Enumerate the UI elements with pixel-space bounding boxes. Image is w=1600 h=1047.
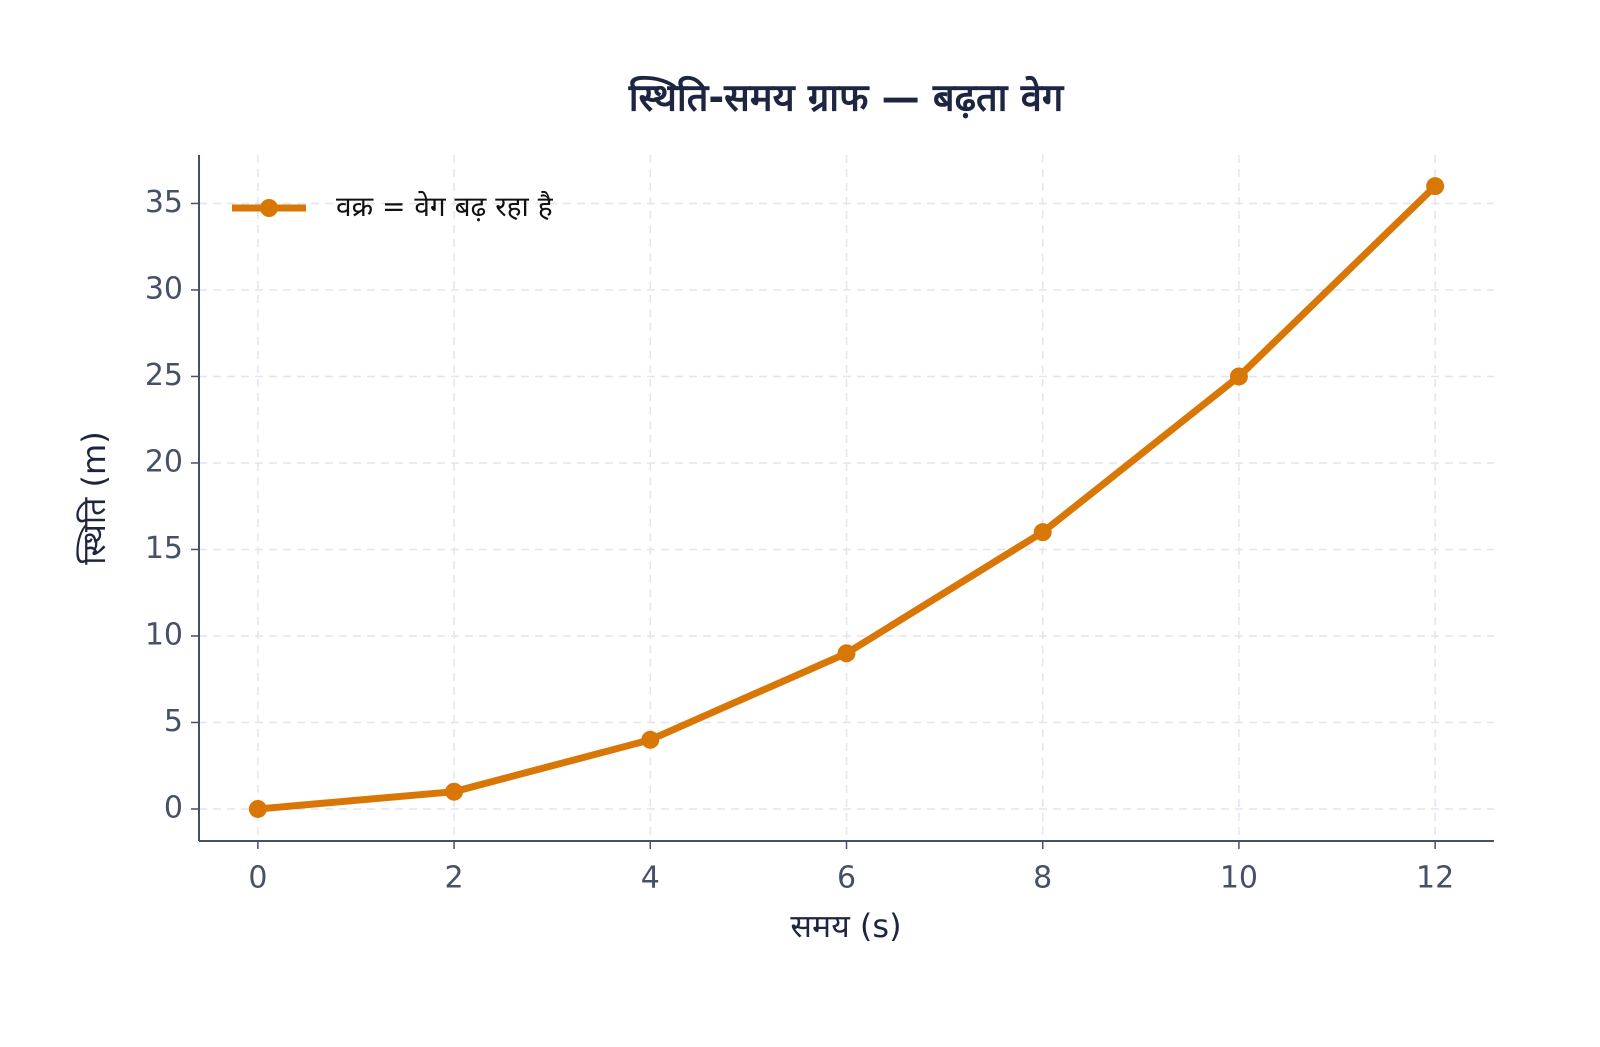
data-point xyxy=(1033,523,1052,542)
legend-marker xyxy=(260,199,278,217)
data-point xyxy=(837,644,856,663)
y-tick-label: 30 xyxy=(145,271,183,306)
y-tick-label: 5 xyxy=(164,704,183,739)
y-tick-label: 20 xyxy=(145,444,183,479)
x-tick-label: 12 xyxy=(1416,861,1454,896)
x-tick-label: 8 xyxy=(1033,861,1052,896)
x-axis-label: समय (s) xyxy=(790,907,901,945)
y-tick-label: 15 xyxy=(145,531,183,566)
x-tick-label: 10 xyxy=(1220,861,1258,896)
data-point xyxy=(248,799,267,818)
data-point xyxy=(1229,367,1248,386)
x-tick-label: 4 xyxy=(641,861,660,896)
x-tick-label: 2 xyxy=(445,861,464,896)
y-tick-label: 10 xyxy=(145,617,183,652)
legend-label: वक्र = वेग बढ़ रहा है xyxy=(336,190,554,223)
x-tick-label: 6 xyxy=(837,861,856,896)
data-point xyxy=(641,730,660,749)
y-axis-label: स्थिति (m) xyxy=(75,431,113,564)
y-tick-label: 35 xyxy=(145,185,183,220)
chart-title: स्थिति-समय ग्राफ — बढ़ता वेग xyxy=(628,76,1065,120)
x-tick-label: 0 xyxy=(248,861,267,896)
y-tick-label: 25 xyxy=(145,358,183,393)
y-tick-label: 0 xyxy=(164,790,183,825)
data-point xyxy=(1426,177,1445,196)
data-point xyxy=(445,782,464,801)
